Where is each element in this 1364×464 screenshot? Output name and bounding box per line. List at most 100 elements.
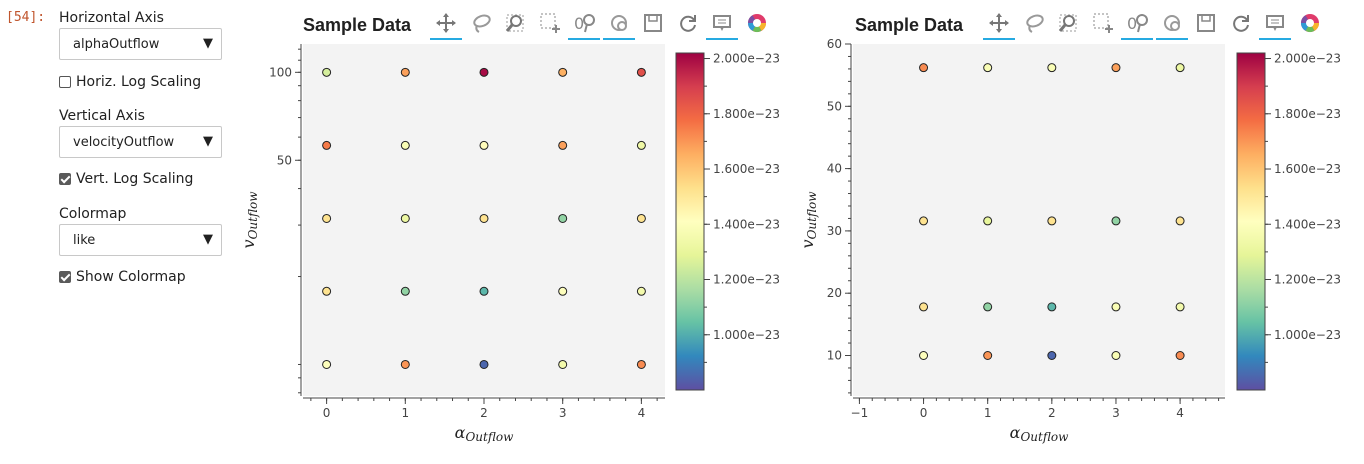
data-point[interactable]: [919, 63, 929, 73]
data-point[interactable]: [1111, 302, 1121, 312]
data-point[interactable]: [558, 286, 568, 296]
data-point[interactable]: [1047, 351, 1057, 361]
save-icon: [644, 14, 662, 32]
data-point[interactable]: [400, 213, 410, 223]
reset-zoom-tool[interactable]: [602, 10, 635, 40]
box-zoom-tool[interactable]: [499, 10, 531, 40]
data-point[interactable]: [1175, 216, 1185, 226]
data-point[interactable]: [558, 213, 568, 223]
data-point[interactable]: [1111, 216, 1121, 226]
y-tick-label: 40: [827, 162, 842, 176]
x-axis-label-subscript: Outflow: [465, 430, 514, 444]
x-tick-label: 3: [1112, 406, 1120, 420]
data-point[interactable]: [636, 213, 646, 223]
chevron-down-icon: ▼: [203, 36, 213, 51]
data-point[interactable]: [400, 67, 410, 77]
pan-icon: [989, 13, 1009, 33]
data-point[interactable]: [479, 140, 489, 150]
data-point[interactable]: [400, 286, 410, 296]
pan-tool[interactable]: [983, 10, 1015, 40]
data-point[interactable]: [322, 140, 332, 150]
vertical-axis-dropdown[interactable]: velocityOutflow ▼: [59, 126, 222, 158]
y-tick-label: 50: [827, 99, 842, 113]
lasso-select-icon: [1025, 14, 1044, 33]
x-tick-label: −1: [851, 406, 869, 420]
data-point[interactable]: [322, 359, 332, 369]
reset-zoom-tool[interactable]: [1155, 10, 1188, 40]
data-point[interactable]: [919, 302, 929, 312]
data-point[interactable]: [919, 216, 929, 226]
bokeh-logo-tool[interactable]: [741, 10, 773, 40]
y-axis-label-subscript: Outflow: [805, 191, 819, 240]
data-point[interactable]: [322, 213, 332, 223]
wheel-zoom-tool[interactable]: 0: [1121, 10, 1153, 40]
colorbar-tick-label: 1.400e−23: [1274, 217, 1341, 231]
reset-tool[interactable]: [1225, 10, 1257, 40]
box-select-tool[interactable]: [1087, 10, 1119, 40]
colormap-dropdown[interactable]: like ▼: [59, 224, 222, 256]
colorbar-tick-label: 2.000e−23: [1274, 52, 1341, 66]
reset-tool[interactable]: [672, 10, 704, 40]
x-tick-label: 1: [984, 406, 992, 420]
box-zoom-tool[interactable]: [1052, 10, 1084, 40]
data-point[interactable]: [322, 286, 332, 296]
colorbar-tick-label: 1.400e−23: [713, 217, 780, 231]
vertical-axis-label: Vertical Axis: [59, 108, 145, 124]
vert-log-label: Vert. Log Scaling: [76, 171, 194, 187]
data-point[interactable]: [479, 359, 489, 369]
data-point[interactable]: [1047, 63, 1057, 73]
colorbar-tick-label: 1.200e−23: [1274, 273, 1341, 287]
y-tick-label: 50: [277, 153, 292, 167]
colorbar-tick-label: 1.600e−23: [713, 162, 780, 176]
box-select-tool[interactable]: [534, 10, 566, 40]
bokeh-logo-icon: [747, 14, 766, 33]
box-zoom-icon: [1058, 14, 1077, 32]
data-point[interactable]: [479, 213, 489, 223]
data-point[interactable]: [983, 216, 993, 226]
colorbar-bar: [675, 52, 705, 391]
chevron-down-icon: ▼: [203, 232, 213, 247]
save-tool[interactable]: [637, 10, 669, 40]
data-point[interactable]: [1047, 302, 1057, 312]
data-point[interactable]: [1111, 63, 1121, 73]
hover-tool[interactable]: [1259, 10, 1291, 40]
data-point[interactable]: [636, 140, 646, 150]
data-point[interactable]: [1175, 351, 1185, 361]
data-point[interactable]: [558, 359, 568, 369]
show-colormap-label: Show Colormap: [76, 269, 186, 285]
data-point[interactable]: [983, 63, 993, 73]
data-point[interactable]: [919, 351, 929, 361]
wheel-zoom-tool[interactable]: 0: [568, 10, 600, 40]
horizontal-axis-dropdown[interactable]: alphaOutflow ▼: [59, 28, 222, 60]
data-point[interactable]: [322, 67, 332, 77]
data-point[interactable]: [558, 140, 568, 150]
pan-tool[interactable]: [430, 10, 462, 40]
colorbar-tick-label: 1.200e−23: [713, 273, 780, 287]
plot-area: [853, 44, 1225, 396]
hover-tool[interactable]: [706, 10, 738, 40]
data-point[interactable]: [558, 67, 568, 77]
save-tool[interactable]: [1190, 10, 1222, 40]
data-point[interactable]: [1175, 302, 1185, 312]
pan-icon: [436, 13, 456, 33]
plot-left: Sample Data 0 0 1 2 3 4 100 50 αOutflow vOutflow 1.…: [239, 0, 780, 464]
data-point[interactable]: [400, 359, 410, 369]
data-point[interactable]: [636, 359, 646, 369]
data-point[interactable]: [983, 302, 993, 312]
data-point[interactable]: [479, 67, 489, 77]
lasso-select-tool[interactable]: [465, 10, 497, 40]
lasso-select-tool[interactable]: [1018, 10, 1050, 40]
x-axis-label: αOutflow: [455, 423, 514, 444]
chart-title: Sample Data: [855, 15, 964, 35]
data-point[interactable]: [636, 286, 646, 296]
data-point[interactable]: [636, 67, 646, 77]
data-point[interactable]: [479, 286, 489, 296]
hover-icon: [1266, 15, 1284, 31]
data-point[interactable]: [1047, 216, 1057, 226]
data-point[interactable]: [1111, 351, 1121, 361]
data-point[interactable]: [1175, 63, 1185, 73]
bokeh-logo-tool[interactable]: [1294, 10, 1326, 40]
data-point[interactable]: [983, 351, 993, 361]
y-tick-label: 100: [269, 65, 292, 79]
data-point[interactable]: [400, 140, 410, 150]
